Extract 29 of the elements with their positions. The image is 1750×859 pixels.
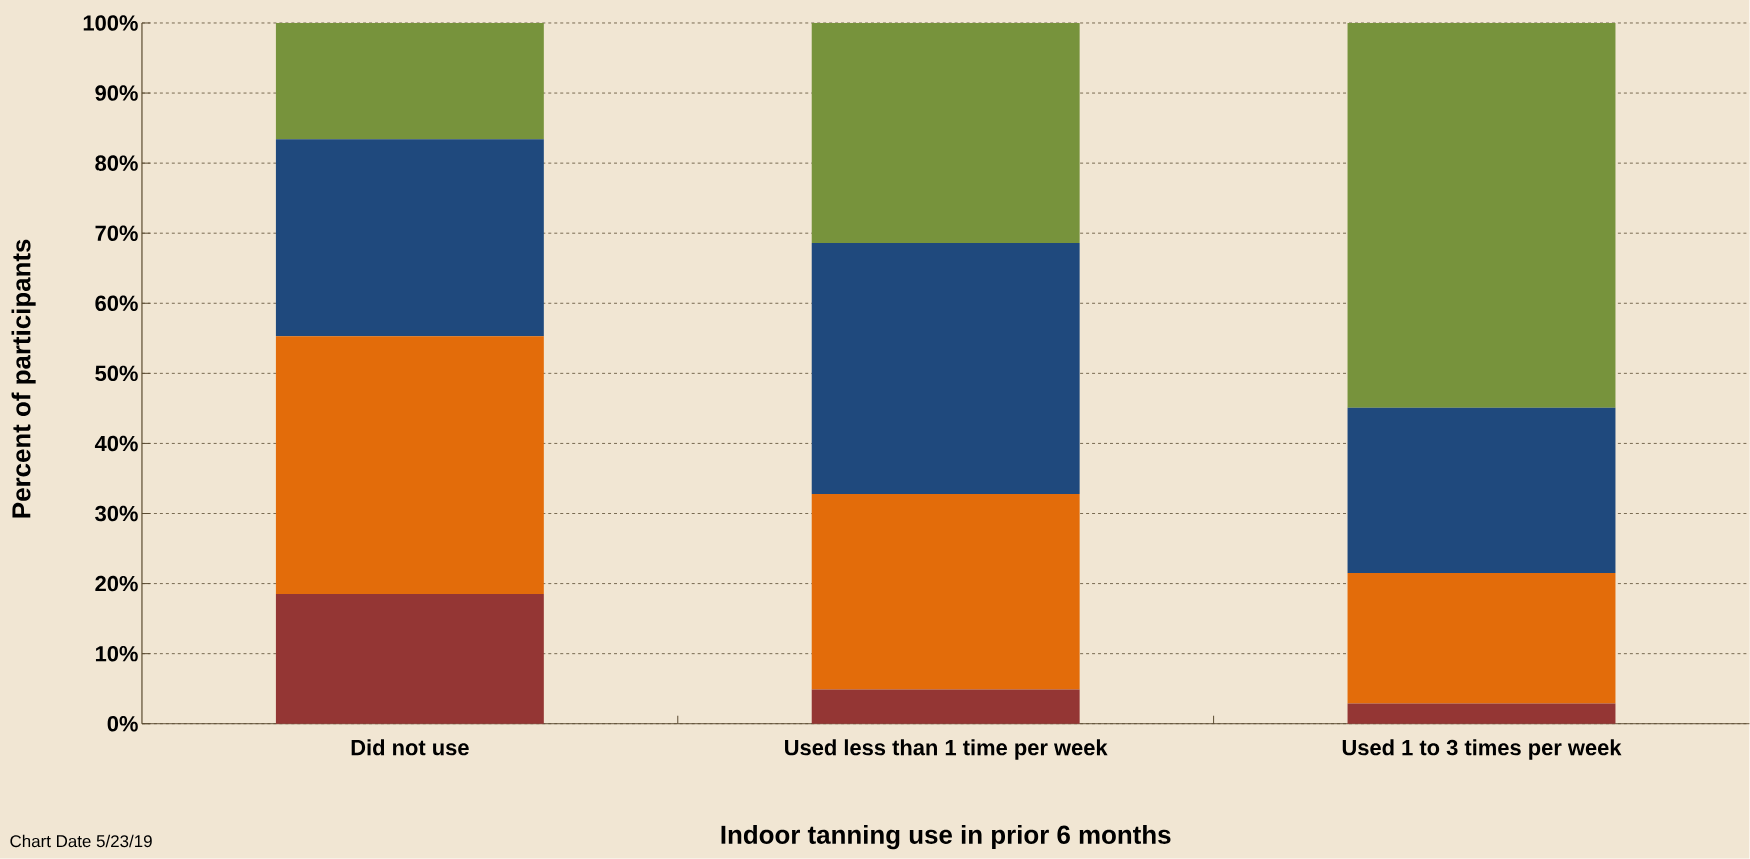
x-tick-label: Did not use (351, 739, 469, 756)
y-tick-label: 20% (95, 575, 138, 592)
y-tick-label: 0% (107, 716, 138, 732)
y-tick-label: 100% (83, 15, 138, 31)
bar (275, 336, 544, 595)
bar (811, 23, 1080, 244)
x-axis-title: Indoor tanning use in prior 6 months (721, 825, 1171, 850)
x-tick-label: Used less than 1 time per week (785, 739, 1108, 760)
y-tick-label: 70% (95, 225, 138, 242)
text: Chart Date 5/23/19 (10, 834, 152, 848)
y-tick-label: 80% (95, 155, 138, 172)
bar (1347, 573, 1616, 704)
y-tick-label: 10% (95, 646, 138, 662)
bar (811, 494, 1080, 690)
bar (275, 139, 544, 337)
y-tick-label: 50% (95, 365, 138, 382)
bar (275, 594, 544, 724)
bar (1347, 703, 1616, 724)
y-tick-label: 60% (95, 295, 138, 312)
bar (1347, 407, 1616, 574)
y-tick-label: 90% (95, 85, 138, 101)
x-tick-label: Used 1 to 3 times per week (1342, 739, 1622, 760)
y-tick-label: 30% (95, 505, 138, 522)
y-axis-title: Percent of participants (11, 239, 36, 518)
y-tick-label: 40% (94, 435, 138, 452)
bar (811, 689, 1080, 724)
bar (1347, 23, 1616, 408)
bar (275, 23, 544, 140)
bar (811, 243, 1080, 495)
